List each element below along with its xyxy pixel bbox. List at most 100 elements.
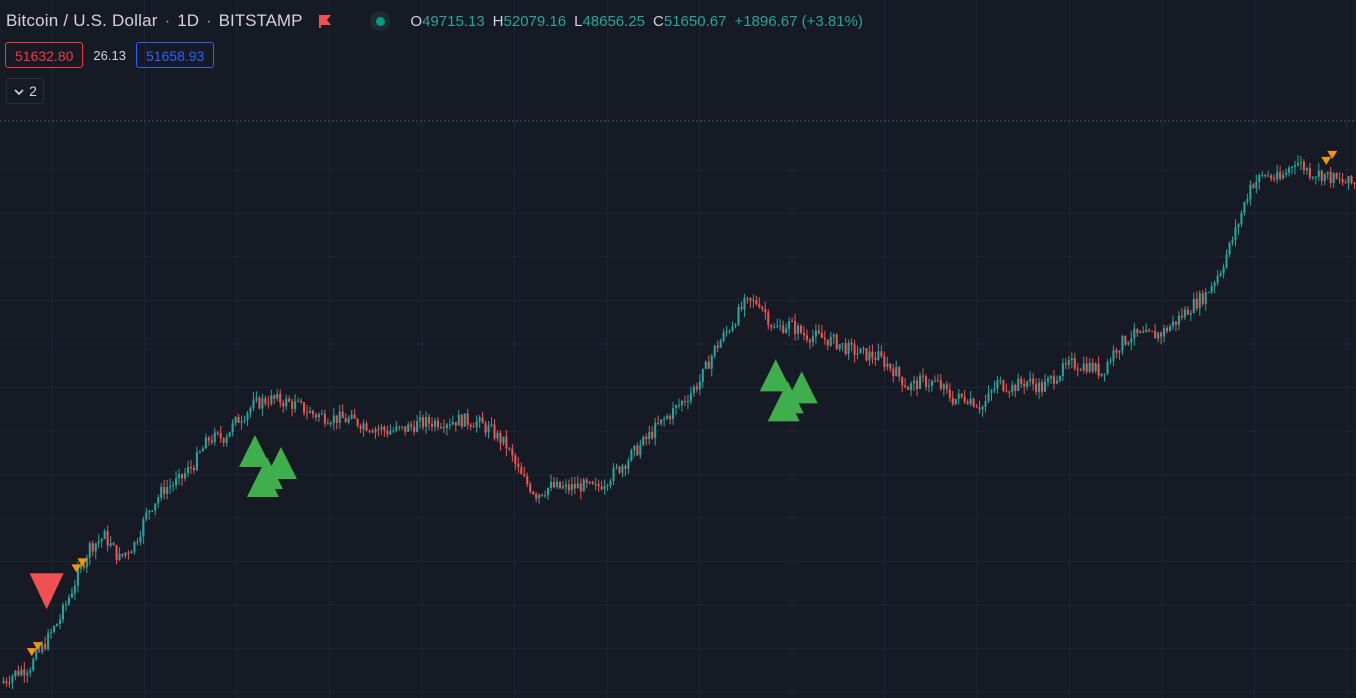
candle-body (782, 325, 785, 333)
candle-body (591, 481, 594, 484)
symbol-name[interactable]: Bitcoin / U.S. Dollar (6, 11, 158, 30)
sell-price-button[interactable]: 51632.80 (5, 42, 84, 68)
candle-body (1124, 335, 1127, 345)
candle-body (1085, 363, 1088, 372)
candle-body (1011, 384, 1014, 392)
candle-body (1032, 378, 1035, 385)
candle-body (567, 484, 570, 491)
candle-body (1115, 350, 1118, 353)
candle-body (939, 380, 942, 389)
candle-body (773, 327, 776, 329)
candle-body (767, 312, 770, 326)
candle-body (636, 445, 639, 456)
candle-body (880, 351, 883, 357)
candle-body (1174, 321, 1178, 325)
candle-body (779, 325, 782, 327)
candle-body (630, 450, 633, 461)
candle-body (749, 298, 752, 301)
candle-body (1154, 331, 1157, 339)
buy-signal-marker (767, 389, 800, 422)
candle-body (11, 676, 14, 683)
candle-body (1207, 292, 1210, 294)
candle-body (425, 417, 428, 427)
candle-body (588, 481, 591, 483)
candle-body (35, 650, 38, 660)
candle-body (469, 424, 472, 427)
candle-body (576, 483, 579, 489)
candle-body (311, 410, 315, 415)
candle-body (1109, 360, 1112, 362)
buy-price-button[interactable]: 51658.93 (135, 42, 215, 68)
candle-body (535, 493, 538, 499)
flag-icon[interactable] (318, 14, 332, 28)
eye-icon[interactable] (370, 11, 391, 31)
candle-body (1097, 363, 1100, 376)
candle-body (145, 512, 148, 520)
candle-body (142, 519, 145, 537)
candle-body (889, 363, 892, 369)
candle-body (64, 603, 68, 605)
candle-body (386, 430, 389, 435)
candle-body (1112, 350, 1115, 361)
candle-body (871, 351, 874, 359)
candle-body (948, 389, 951, 398)
candle-body (1171, 321, 1175, 327)
candle-body (776, 326, 779, 328)
candle-body (1142, 331, 1145, 333)
candle-body (279, 393, 282, 403)
high-label: H (492, 12, 504, 30)
candle-body (186, 467, 190, 474)
candle-body (996, 380, 999, 389)
candle-body (454, 422, 457, 426)
candle-body (222, 438, 225, 443)
candle-body (338, 411, 341, 423)
candle-body (1302, 161, 1305, 171)
candle-body (761, 306, 764, 310)
candle-body (73, 585, 76, 594)
candle-body (1082, 363, 1085, 371)
candle-body (1127, 342, 1130, 345)
candle-body (573, 484, 576, 489)
candle-body (285, 398, 288, 407)
candle-body (154, 503, 157, 511)
candle-body (930, 381, 933, 386)
candle-body (1192, 298, 1195, 313)
candle-body (695, 386, 698, 390)
candle-body (82, 564, 85, 568)
candle-body (347, 418, 350, 423)
candle-body (246, 412, 249, 420)
candle-body (701, 368, 704, 382)
candle-body (805, 335, 809, 340)
candle-body (234, 417, 237, 423)
interval-label[interactable]: 1D (177, 11, 199, 30)
candle-body (674, 405, 678, 409)
candle-body (505, 436, 508, 449)
candle-body (106, 531, 109, 546)
open-label: O (410, 12, 423, 30)
candle-body (549, 482, 553, 489)
candle-body (20, 669, 23, 676)
small-signal-marker (77, 558, 88, 567)
candle-body (1353, 182, 1356, 184)
candle-body (1282, 174, 1285, 179)
candle-body (401, 426, 404, 428)
indicators-toggle-button[interactable]: 2 (6, 78, 44, 104)
candle-body (802, 332, 806, 336)
candle-body (172, 485, 175, 487)
candle-body (29, 670, 32, 673)
candle-body (1296, 163, 1300, 166)
candle-body (38, 650, 41, 652)
trade-panel: 51632.80 26.13 51658.93 (5, 42, 215, 68)
candle-body (924, 376, 928, 387)
candle-body (1014, 384, 1017, 392)
candle-body (603, 486, 606, 490)
candle-body (639, 444, 642, 456)
candle-body (249, 407, 252, 413)
high-value: 52079.16 (503, 12, 567, 30)
candle-body (969, 398, 972, 404)
candle-body (957, 393, 960, 399)
candle-body (97, 541, 100, 544)
candle-body (180, 473, 184, 479)
candle-body (713, 345, 716, 357)
